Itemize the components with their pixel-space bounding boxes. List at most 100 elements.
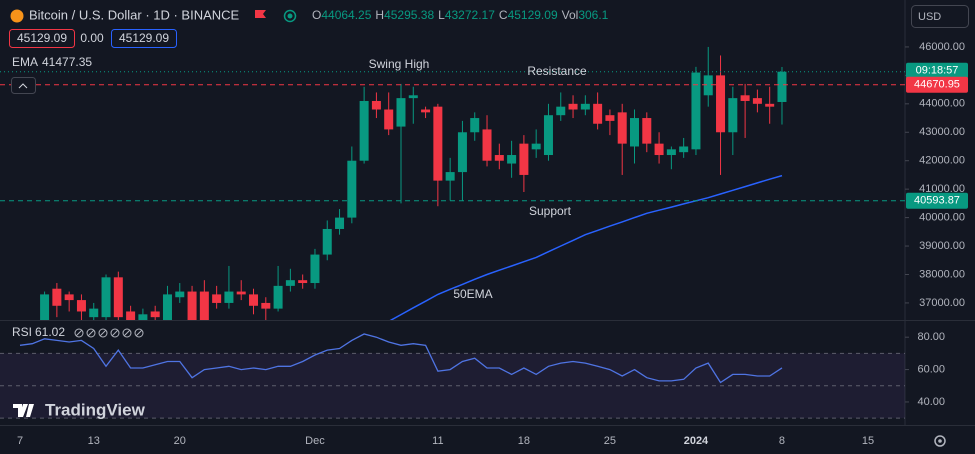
candle-body [777,71,787,102]
y-tick-label: 39000.00 [919,240,965,252]
candle-body [89,308,99,318]
legend-label: C [499,8,508,22]
candle-body [113,277,123,318]
ema-label: EMA [12,55,38,69]
rsi-line [19,333,783,384]
candle-body [433,106,443,181]
candle-body [101,277,111,318]
candle-body [199,291,209,320]
candle-body [593,103,603,124]
candle-body [752,98,762,104]
status-icon [283,9,297,23]
countdown-box [906,62,968,79]
collapse-icon [18,83,28,89]
candle-body [728,98,738,133]
candle-body [691,72,701,150]
candle-body [371,100,381,110]
level-label: 44670.95 [914,79,960,91]
candle-body [298,280,308,284]
candle-body [396,98,406,127]
candle-body [236,291,246,295]
y-tick-label: 40.00 [917,396,945,408]
x-tick-label: 13 [88,435,100,447]
x-tick-label: 7 [17,435,23,447]
annotation: Support [529,204,572,218]
legend-value: 45129.09 [508,8,558,22]
candle-body [224,291,234,303]
candle-body [285,280,295,286]
x-tick-label: Dec [305,435,325,447]
settings-icon[interactable] [934,435,946,447]
buy-price[interactable]: 45129.09 [119,31,169,45]
candle-body [162,294,172,320]
y-tick-label: 80.00 [917,331,945,343]
candle-body [470,118,480,133]
candle-body [445,172,455,181]
y-tick-label: 38000.00 [919,268,965,280]
candle-body [703,75,713,96]
candle-body [605,115,615,121]
candle-body [740,95,750,101]
candle-body [543,115,553,156]
ema-line [389,174,783,320]
candle-body [482,129,492,161]
annotation: Swing High [369,57,430,71]
legend-label: Vol [562,8,579,22]
collapse-button[interactable] [11,77,36,94]
settings-icon-center [938,439,942,443]
rsi-value: 61.02 [35,325,65,339]
candle-body [408,95,418,99]
candle-body [138,314,148,320]
candle-body [421,109,431,113]
sell-box[interactable] [9,29,75,48]
candle-body [310,254,320,284]
currency[interactable]: USD [918,11,941,23]
y-tick-label: 43000.00 [919,126,965,138]
legend-label: H [375,8,384,22]
legend-value: 45295.38 [384,8,434,22]
buy-box[interactable] [111,29,177,48]
y-tick-label: 37000.00 [919,297,965,309]
x-tick-label: 20 [174,435,186,447]
candle-body [531,143,541,150]
candle-body [52,288,62,306]
candle-body [630,118,639,147]
candle-body [666,149,676,156]
candle-body [654,143,664,156]
countdown: 09:18:57 [916,65,959,77]
candle-body [273,285,283,309]
candle-body [175,291,185,298]
flag-icon[interactable] [255,10,266,18]
status-dot [287,13,293,19]
x-tick-label: 11 [432,435,443,447]
x-tick-label: 8 [779,435,785,447]
candle-body [347,160,357,218]
candle-body [556,106,566,116]
candle-body [150,311,160,318]
candle-body [457,132,467,173]
x-tick-label: 18 [518,435,530,447]
candle-body [322,228,332,255]
currency-button[interactable] [911,5,969,28]
legend-label: L [438,8,445,22]
candle-body [765,103,775,107]
price-pane [0,46,905,320]
candle-body [716,75,726,133]
sell-price[interactable]: 45129.09 [17,31,67,45]
candle-body [64,294,74,301]
x-tick-label: 25 [604,435,616,447]
candle-body [187,291,197,320]
overlay: Bitcoin / U.S. Dollar · 1D · BINANCE O44… [9,5,969,447]
x-tick-label: 15 [862,435,874,447]
rsi-pane [0,333,905,419]
ohlc-legend: O44064.25 H45295.38 L43272.17 C45129.09 Vol3… [312,8,609,22]
rsi-empty-icons [74,328,144,338]
y-tick-label: 40000.00 [919,212,965,224]
candle-body [126,311,136,320]
annotation: Resistance [527,64,587,78]
candle-body [384,109,394,130]
symbol-title: Bitcoin / U.S. Dollar · 1D · BINANCE [29,7,240,22]
candle-body [507,155,517,164]
